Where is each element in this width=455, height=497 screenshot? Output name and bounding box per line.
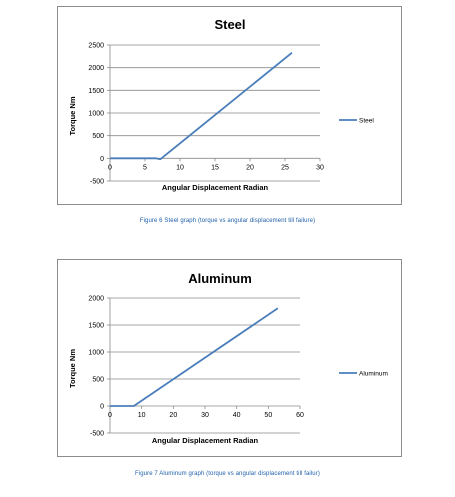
steel-y-tick-label: 0 <box>100 156 104 163</box>
steel-chart-title: Steel <box>214 17 245 32</box>
steel-y-tick-label: 1500 <box>88 88 104 95</box>
aluminum-figure-caption: Figure 7 Aluminum graph (torque vs angul… <box>135 471 320 477</box>
aluminum-x-tick-label: 50 <box>264 412 272 419</box>
steel-chart-svg: 2500 2000 1500 1000 500 0 -500 0 5 10 15 20 25 30 Stee… <box>68 17 374 192</box>
aluminum-x-tick-label: 30 <box>201 412 209 419</box>
steel-y-tick-label: 1000 <box>88 111 104 118</box>
steel-y-tick-label: -500 <box>90 179 104 186</box>
aluminum-y-tick-label: 0 <box>100 404 104 411</box>
steel-y-axis-label: Torque Nm <box>68 96 77 135</box>
steel-y-tick-label: 500 <box>92 133 104 140</box>
steel-x-tick-label: 20 <box>246 164 254 171</box>
steel-figure-caption: Figure 6 Steel graph (torque vs angular … <box>139 218 316 224</box>
steel-series-line <box>110 52 293 161</box>
aluminum-chart: 2000 1500 1000 500 0 -500 0 10 20 30 40 50 60 Aluminu… <box>57 259 402 457</box>
aluminum-y-tick-label: 2000 <box>88 296 104 303</box>
aluminum-x-axis-label: Angular Displacement Radian <box>152 436 259 445</box>
aluminum-x-tick-label: 0 <box>108 412 112 419</box>
steel-legend-label: Steel <box>359 118 374 125</box>
aluminum-x-tick-label: 60 <box>296 412 304 419</box>
steel-y-tick-label: 2500 <box>88 43 104 50</box>
aluminum-y-tick-label: 500 <box>92 377 104 384</box>
steel-x-tick-label: 25 <box>281 164 289 171</box>
aluminum-y-tick-label: -500 <box>90 431 104 438</box>
steel-x-axis-label: Angular Displacement Radian <box>162 183 269 192</box>
aluminum-chart-title: Aluminum <box>188 271 252 286</box>
aluminum-x-tick-label: 20 <box>169 412 177 419</box>
steel-x-tick-label: 10 <box>176 164 184 171</box>
aluminum-x-tick-label: 40 <box>233 412 241 419</box>
steel-chart: 2500 2000 1500 1000 500 0 -500 0 5 10 15 20 25 30 Stee… <box>57 6 402 205</box>
aluminum-y-tick-label: 1500 <box>88 323 104 330</box>
aluminum-y-tick-label: 1000 <box>88 350 104 357</box>
aluminum-chart-svg: 2000 1500 1000 500 0 -500 0 10 20 30 40 50 60 Aluminu… <box>68 271 388 445</box>
steel-y-tick-label: 2000 <box>88 65 104 72</box>
steel-x-tick-label: 5 <box>143 164 147 171</box>
aluminum-legend-label: Aluminum <box>359 371 388 378</box>
aluminum-y-axis-label: Torque Nm <box>68 349 77 388</box>
steel-x-tick-label: 30 <box>316 164 324 171</box>
aluminum-series-line <box>110 307 279 407</box>
steel-x-tick-label: 15 <box>211 164 219 171</box>
aluminum-x-tick-label: 10 <box>138 412 146 419</box>
steel-x-tick-label: 0 <box>108 164 112 171</box>
